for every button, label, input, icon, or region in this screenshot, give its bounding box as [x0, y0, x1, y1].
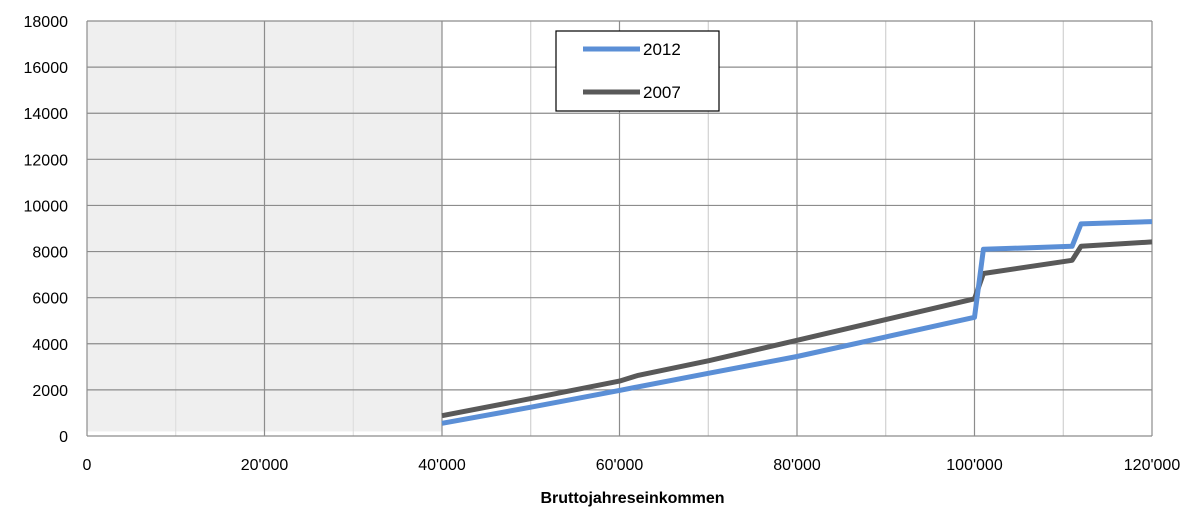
y-tick-label: 18000 [24, 14, 69, 31]
x-tick-label: 60'000 [596, 457, 644, 474]
y-tick-label: 14000 [24, 106, 69, 123]
legend: 2012 2007 [555, 30, 720, 112]
legend-label-2012: 2012 [643, 40, 681, 59]
series-line-2007 [441, 239, 1153, 419]
x-tick-label: 20'000 [241, 457, 289, 474]
x-tick-label: 0 [83, 457, 92, 474]
y-tick-label: 6000 [32, 291, 68, 308]
y-tick-labels: 0 2000 4000 6000 8000 10000 12000 14000 16000 180… [24, 14, 69, 446]
x-tick-label: 120'000 [1124, 457, 1181, 474]
y-tick-label: 12000 [24, 152, 69, 169]
series-line-2012 [441, 219, 1153, 426]
x-tick-label: 40'000 [418, 457, 466, 474]
x-tick-label: 80'000 [773, 457, 821, 474]
horizontal-gridlines [87, 20, 1152, 391]
legend-box [555, 30, 720, 112]
y-tick-label: 8000 [32, 245, 68, 262]
y-tick-label: 10000 [24, 198, 69, 215]
y-tick-label: 16000 [24, 60, 69, 77]
x-tick-labels: 0 20'000 40'000 60'000 80'000 100'000 120'000 [83, 457, 1181, 474]
series-lines [441, 219, 1153, 426]
legend-label-2007: 2007 [643, 83, 681, 102]
vertical-gridlines [175, 21, 1153, 436]
x-tick-label: 100'000 [946, 457, 1003, 474]
y-tick-label: 2000 [32, 383, 68, 400]
x-axis-label: Bruttojahreseinkommen [540, 490, 724, 507]
y-tick-label: 4000 [32, 337, 68, 354]
y-tick-label: 0 [59, 429, 68, 446]
